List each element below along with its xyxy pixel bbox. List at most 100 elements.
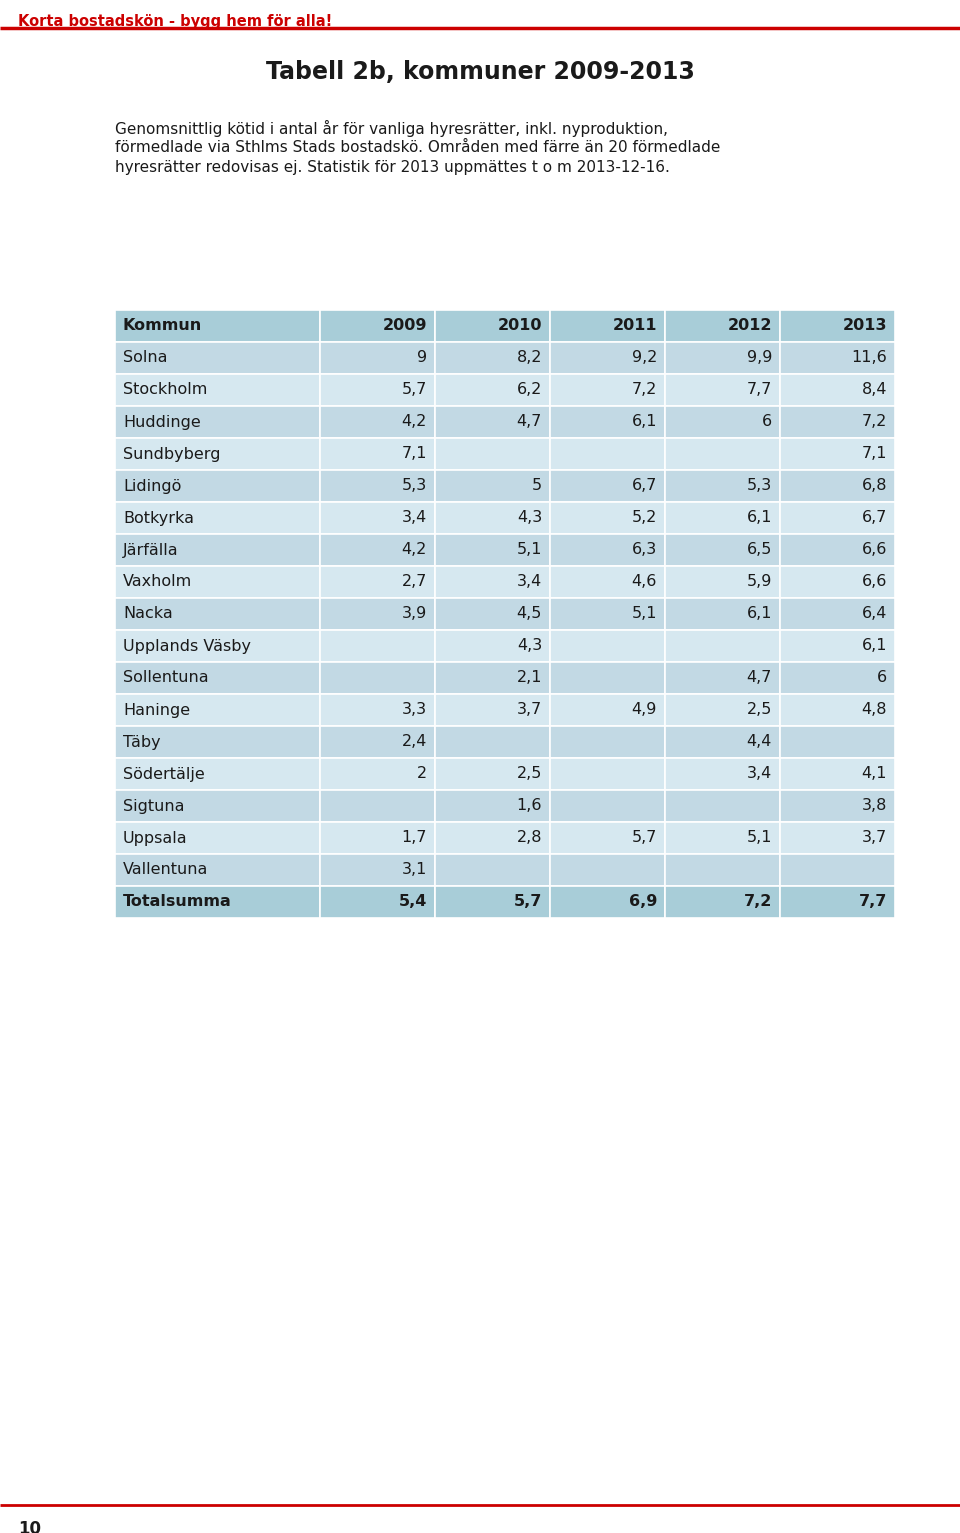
Text: 4,6: 4,6 <box>632 575 657 590</box>
Bar <box>320 310 435 342</box>
Bar <box>550 630 665 662</box>
Text: 4,2: 4,2 <box>401 543 427 558</box>
Bar <box>435 310 550 342</box>
Text: 3,4: 3,4 <box>747 766 772 782</box>
Text: 2010: 2010 <box>497 319 542 334</box>
Bar <box>780 822 895 854</box>
Bar <box>665 598 780 630</box>
Bar <box>665 727 780 757</box>
Text: 4,3: 4,3 <box>516 510 542 526</box>
Bar <box>320 694 435 727</box>
Text: 3,7: 3,7 <box>862 831 887 846</box>
Text: 4,5: 4,5 <box>516 607 542 621</box>
Text: Totalsumma: Totalsumma <box>123 894 231 909</box>
Text: 2,1: 2,1 <box>516 670 542 685</box>
Text: Uppsala: Uppsala <box>123 831 187 846</box>
Bar <box>115 694 320 727</box>
Bar <box>435 598 550 630</box>
Bar <box>115 406 320 438</box>
Bar <box>115 789 320 822</box>
Text: 9,2: 9,2 <box>632 351 657 365</box>
Bar <box>320 471 435 501</box>
Bar <box>665 310 780 342</box>
Bar <box>435 757 550 789</box>
Text: 4,9: 4,9 <box>632 702 657 717</box>
Text: 3,4: 3,4 <box>401 510 427 526</box>
Bar <box>780 757 895 789</box>
Text: 2,4: 2,4 <box>401 734 427 750</box>
Text: 9: 9 <box>417 351 427 365</box>
Bar <box>780 471 895 501</box>
Bar <box>550 727 665 757</box>
Bar <box>320 630 435 662</box>
Bar <box>115 662 320 694</box>
Text: 2012: 2012 <box>728 319 772 334</box>
Text: 7,7: 7,7 <box>747 383 772 397</box>
Bar <box>115 342 320 374</box>
Text: 7,1: 7,1 <box>401 446 427 461</box>
Text: 5,1: 5,1 <box>516 543 542 558</box>
Bar <box>780 310 895 342</box>
Bar <box>550 598 665 630</box>
Text: 4,8: 4,8 <box>861 702 887 717</box>
Text: 6,1: 6,1 <box>861 639 887 653</box>
Text: 6,4: 6,4 <box>862 607 887 621</box>
Bar <box>780 694 895 727</box>
Bar <box>320 501 435 533</box>
Text: 4,7: 4,7 <box>747 670 772 685</box>
Text: 3,8: 3,8 <box>862 799 887 814</box>
Bar <box>115 566 320 598</box>
Text: Täby: Täby <box>123 734 160 750</box>
Bar <box>435 438 550 471</box>
Text: 5,7: 5,7 <box>632 831 657 846</box>
Bar <box>665 694 780 727</box>
Text: 4,3: 4,3 <box>516 639 542 653</box>
Bar <box>550 310 665 342</box>
Text: 6: 6 <box>762 414 772 429</box>
Text: 7,2: 7,2 <box>632 383 657 397</box>
Text: Upplands Väsby: Upplands Väsby <box>123 639 251 653</box>
Text: 4,1: 4,1 <box>861 766 887 782</box>
Bar <box>550 406 665 438</box>
Bar <box>780 630 895 662</box>
Bar <box>665 662 780 694</box>
Bar <box>435 374 550 406</box>
Bar <box>665 374 780 406</box>
Bar <box>780 566 895 598</box>
Text: 6,1: 6,1 <box>747 510 772 526</box>
Bar <box>550 471 665 501</box>
Bar <box>780 854 895 886</box>
Text: 5,7: 5,7 <box>514 894 542 909</box>
Text: Korta bostadskön - bygg hem för alla!: Korta bostadskön - bygg hem för alla! <box>18 14 332 29</box>
Text: 5,1: 5,1 <box>632 607 657 621</box>
Bar <box>435 471 550 501</box>
Text: 6,6: 6,6 <box>862 575 887 590</box>
Text: Sollentuna: Sollentuna <box>123 670 208 685</box>
Bar <box>435 566 550 598</box>
Text: 2,5: 2,5 <box>516 766 542 782</box>
Text: Kommun: Kommun <box>123 319 203 334</box>
Text: 9,9: 9,9 <box>747 351 772 365</box>
Bar <box>780 342 895 374</box>
Bar <box>550 501 665 533</box>
Bar <box>115 310 320 342</box>
Bar <box>780 406 895 438</box>
Bar <box>435 501 550 533</box>
Bar <box>115 501 320 533</box>
Bar <box>550 662 665 694</box>
Bar <box>320 533 435 566</box>
Bar <box>320 662 435 694</box>
Bar <box>780 438 895 471</box>
Text: 7,7: 7,7 <box>858 894 887 909</box>
Text: 5,7: 5,7 <box>401 383 427 397</box>
Bar <box>780 533 895 566</box>
Text: 2,8: 2,8 <box>516 831 542 846</box>
Bar <box>320 566 435 598</box>
Text: Stockholm: Stockholm <box>123 383 207 397</box>
Text: Tabell 2b, kommuner 2009-2013: Tabell 2b, kommuner 2009-2013 <box>266 60 694 84</box>
Bar <box>665 630 780 662</box>
Bar <box>435 886 550 918</box>
Bar <box>550 374 665 406</box>
Text: 5: 5 <box>532 478 542 494</box>
Bar <box>780 886 895 918</box>
